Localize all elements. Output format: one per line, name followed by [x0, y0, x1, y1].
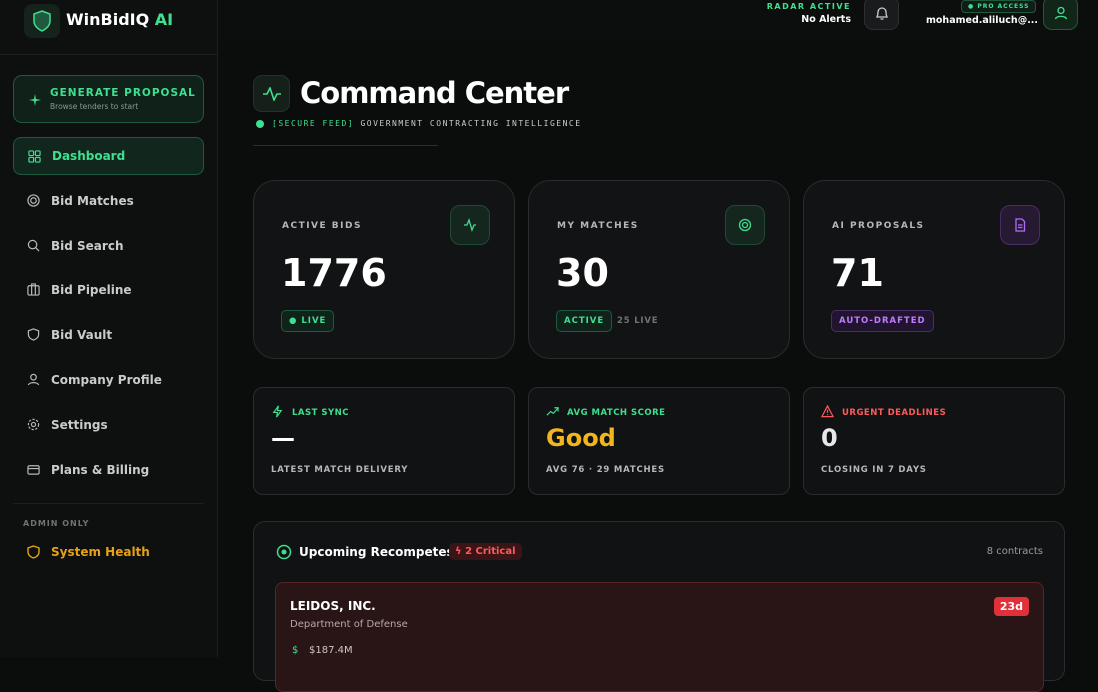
metric-card: URGENT DEADLINES 0 CLOSING IN 7 DAYS [803, 387, 1065, 495]
amount-icon: $ [292, 645, 299, 656]
metric-note: AVG 76 · 29 MATCHES [546, 465, 665, 475]
divider [13, 503, 204, 504]
topbar: RADAR ACTIVE No Alerts ● PRO ACCESS moha… [219, 0, 1098, 40]
metric-label: LAST SYNC [292, 408, 350, 418]
logo [24, 4, 60, 38]
stat-card: ACTIVE BIDS 1776 ● LIVE [253, 180, 515, 359]
stat-value: 30 [556, 251, 609, 295]
profile-button[interactable] [1043, 0, 1078, 30]
metric-label: URGENT DEADLINES [842, 408, 947, 418]
metric-card: AVG MATCH SCORE Good AVG 76 · 29 MATCHES [528, 387, 790, 495]
brand-name: WinBidIQ AI [66, 10, 173, 29]
notifications-button[interactable] [864, 0, 899, 30]
system-health-link[interactable]: System Health [13, 533, 204, 571]
metric-value: — [271, 424, 295, 452]
badge-text: LIVE [301, 316, 327, 326]
feed-dot [256, 120, 264, 128]
feed-tag: [SECURE FEED] [272, 119, 355, 128]
nav-item[interactable]: Plans & Billing [13, 451, 204, 489]
nav-label: Bid Pipeline [51, 283, 132, 298]
cta-title: GENERATE PROPOSAL [50, 87, 196, 99]
stat-badge: ACTIVE [556, 310, 613, 332]
header-icon [253, 75, 290, 112]
days-badge: 23d [993, 597, 1029, 616]
radar-status: No Alerts [801, 14, 851, 25]
nav-item[interactable]: Bid Matches [13, 182, 204, 220]
stat-badge: ● LIVE [281, 310, 335, 332]
nav-label: Bid Vault [51, 328, 113, 343]
nav-label: Bid Search [51, 238, 124, 253]
stat-label: ACTIVE BIDS [282, 221, 362, 231]
nav-label: Company Profile [51, 373, 162, 387]
stat-card: AI PROPOSALS 71 AUTO-DRAFTED [803, 180, 1065, 359]
metric-note: LATEST MATCH DELIVERY [271, 465, 409, 475]
stat-card: MY MATCHES 30 ACTIVE 25 LIVE [528, 180, 790, 359]
recompete-card[interactable]: LEIDOS, INC. Department of Defense 23d $… [275, 582, 1044, 692]
generate-proposal-button[interactable]: GENERATE PROPOSAL Browse tenders to star… [13, 75, 204, 123]
company: LEIDOS, INC. [290, 599, 376, 613]
admin-label: ADMIN ONLY [23, 519, 90, 528]
nav-item[interactable]: Bid Search [13, 227, 204, 265]
stat-badge: AUTO-DRAFTED [831, 310, 934, 332]
agency: Department of Defense [290, 619, 408, 630]
nav-label: Bid Matches [51, 193, 134, 208]
stat-icon [725, 205, 765, 245]
badge-text: AUTO-DRAFTED [839, 316, 926, 326]
metric-card: LAST SYNC — LATEST MATCH DELIVERY [253, 387, 515, 495]
metric-label: AVG MATCH SCORE [567, 408, 666, 418]
nav-label: Plans & Billing [51, 462, 150, 477]
nav-item[interactable]: Bid Pipeline [13, 271, 204, 309]
cta-subtitle: Browse tenders to start [50, 102, 139, 111]
amount: $187.4M [309, 645, 353, 656]
divider [0, 54, 218, 55]
brand-text: WinBidIQ [66, 10, 150, 29]
nav-item[interactable]: Settings [13, 406, 204, 444]
critical-text: 2 Critical [465, 546, 516, 557]
badge-text: ACTIVE [564, 316, 605, 326]
stat-icon [1000, 205, 1040, 245]
stat-icon [450, 205, 490, 245]
sidebar: WinBidIQ AI GENERATE PROPOSAL Browse ten… [0, 0, 218, 657]
stat-label: AI PROPOSALS [832, 221, 925, 231]
radar-label: RADAR ACTIVE [766, 2, 851, 11]
nav-label: Dashboard [52, 149, 126, 163]
contract-count: 8 contracts [986, 546, 1043, 557]
user-email: mohamed.aliluch@... [926, 15, 1039, 26]
plan-text: PRO ACCESS [977, 3, 1030, 10]
critical-badge: ϟ 2 Critical [449, 543, 522, 560]
nav-item[interactable]: Company Profile [13, 361, 204, 399]
divider [253, 145, 438, 146]
header-subtitle: [SECURE FEED] GOVERNMENT CONTRACTING INT… [272, 119, 582, 128]
page-title: Command Center [300, 76, 569, 110]
stat-value: 1776 [281, 251, 387, 295]
brand-suffix: AI [154, 10, 174, 29]
nav-item[interactable]: Bid Vault [13, 316, 204, 354]
metric-note: CLOSING IN 7 DAYS [821, 465, 927, 475]
recompetes-title: Upcoming Recompetes [299, 545, 454, 559]
metric-value: Good [546, 424, 616, 452]
admin-item: System Health [51, 545, 150, 559]
plan-badge: ● PRO ACCESS [961, 0, 1037, 13]
nav-item[interactable]: Dashboard [13, 137, 204, 175]
metric-value: 0 [821, 424, 838, 452]
nav-label: Settings [51, 417, 108, 432]
recompetes-panel: Upcoming Recompetes ϟ 2 Critical 8 contr… [253, 521, 1065, 692]
feed-subtitle: GOVERNMENT CONTRACTING INTELLIGENCE [360, 119, 582, 128]
stat-label: MY MATCHES [557, 221, 639, 231]
stat-note: 25 LIVE [617, 316, 659, 326]
stat-value: 71 [831, 251, 884, 295]
